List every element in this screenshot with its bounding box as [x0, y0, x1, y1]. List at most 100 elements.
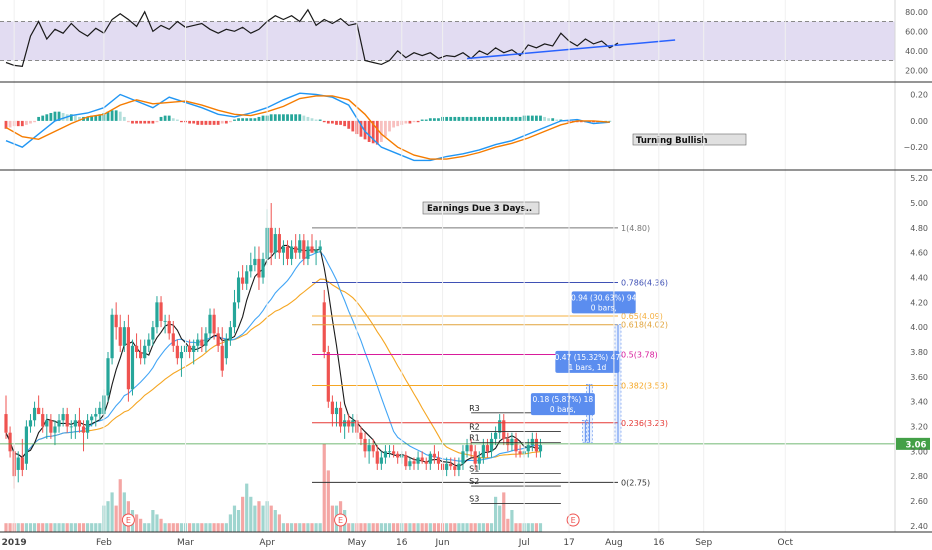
candle-body	[28, 420, 33, 427]
earnings-note-box[interactable]	[422, 201, 540, 215]
turning-bullish-box[interactable]	[632, 133, 747, 146]
candle-body	[506, 438, 510, 446]
candle-body	[298, 240, 302, 253]
candle-body	[196, 339, 200, 346]
macd-histogram-bar	[20, 120, 24, 127]
macd-panel[interactable]: 0.20 0.00 −0.20 Turning Bullish	[4, 91, 928, 162]
time-tick-label: Jul	[518, 538, 530, 548]
candle-body	[69, 426, 73, 428]
price-panel[interactable]: 1(4.80) 0.786(4.36) 0.65(4.09)0.618(4.02) 0…	[0, 201, 930, 532]
candle-body	[130, 345, 135, 390]
macd-histogram-bar	[551, 118, 555, 121]
last-price-label: 3.06	[906, 440, 927, 450]
rsi-panel[interactable]: 80.00 60.00 40.00 20.00	[0, 8, 928, 76]
candle-body	[371, 445, 375, 452]
candle-body	[167, 320, 171, 334]
earnings-marker[interactable]	[566, 513, 580, 527]
candle-body	[530, 438, 534, 446]
macd-histogram-bar	[547, 118, 551, 121]
macd-histogram-bar	[424, 119, 428, 121]
candle-body	[94, 414, 98, 417]
volume-bar	[359, 523, 363, 532]
volume-bar	[314, 523, 318, 532]
price-tick-label: 4.00	[910, 323, 928, 332]
volume-bar	[285, 523, 290, 532]
volume-bar	[159, 518, 163, 532]
candle-body	[290, 246, 294, 259]
volume-bar	[457, 523, 461, 532]
measure-box[interactable]	[530, 393, 595, 416]
price-tick-label: 4.20	[910, 298, 928, 307]
candle-body	[192, 345, 196, 352]
volume-bar	[298, 523, 302, 532]
earnings-marker[interactable]	[334, 513, 348, 527]
fib-level-label: 0(2.75)	[621, 478, 650, 487]
measure-label: 1 bars, 1d	[568, 363, 606, 372]
pivot-label: S2	[469, 477, 479, 486]
volume-bar	[175, 523, 179, 532]
candle-body	[204, 333, 208, 346]
volume-bar	[534, 523, 538, 532]
candle-body	[359, 432, 363, 439]
candle-body	[314, 250, 318, 253]
macd-histogram-bar	[428, 118, 432, 121]
candle-body	[432, 453, 436, 458]
volume-bar	[469, 523, 473, 532]
volume-bar	[351, 523, 355, 532]
measure-label: 0.94 (30.63%) 94	[571, 293, 637, 302]
candle-body	[188, 345, 192, 352]
volume-bar	[28, 523, 33, 532]
macd-histogram-bar	[375, 120, 379, 145]
volume-bar	[379, 523, 383, 532]
volume-bar	[396, 523, 400, 532]
macd-histogram-bar	[180, 120, 183, 123]
price-axes[interactable]: 5.20 5.00 4.80 4.60 4.40 4.20 4.00 3.80 3.60 3.40…	[0, 0, 932, 533]
volume-bar	[45, 523, 49, 532]
macd-histogram-bar	[192, 120, 196, 124]
macd-histogram-bar	[473, 116, 477, 121]
macd-histogram-bar	[204, 120, 208, 125]
time-axis[interactable]: 2019 Feb Mar Apr May 16 Jun Jul 17 Aug 16 Sep Oct	[2, 0, 794, 548]
volume-bar	[473, 523, 477, 532]
measure-box[interactable]	[571, 291, 636, 314]
volume-bar	[151, 510, 155, 532]
earnings-marker[interactable]	[121, 513, 135, 527]
moving-average-fast	[5, 244, 541, 467]
price-tick-label: 3.20	[910, 422, 928, 431]
volume-bar	[375, 523, 379, 532]
macd-histogram-bar	[273, 114, 277, 121]
macd-histogram-bar	[208, 120, 212, 125]
volume-bar	[290, 523, 294, 532]
volume-bar	[69, 523, 73, 532]
macd-histogram-bar	[143, 120, 147, 124]
macd-histogram-bar	[4, 120, 8, 129]
candle-body	[8, 432, 12, 452]
volume-bar	[367, 523, 371, 532]
candle-body	[461, 451, 465, 464]
macd-histogram-bar	[604, 120, 608, 122]
macd-histogram-bar	[518, 116, 522, 121]
macd-histogram-bar	[396, 120, 400, 127]
measure-box[interactable]	[555, 350, 620, 373]
macd-histogram-bar	[175, 119, 179, 121]
volume-bar	[465, 523, 469, 532]
candle-body	[147, 339, 151, 346]
volume-bar	[273, 510, 277, 532]
macd-histogram-bar	[253, 118, 257, 121]
macd-histogram-bar	[131, 120, 134, 124]
rsi-trendline[interactable]	[466, 39, 676, 60]
candle-body	[236, 277, 241, 303]
volume-bar	[167, 523, 171, 532]
price-tick-label: 4.80	[910, 224, 928, 233]
candle-body	[37, 407, 41, 415]
macd-histogram-bar	[555, 119, 559, 121]
macd-histogram-bar	[510, 116, 514, 121]
macd-histogram-bar	[412, 120, 416, 123]
candle-body	[175, 345, 179, 359]
macd-histogram-bar	[216, 120, 220, 125]
macd-histogram-bar	[461, 116, 465, 121]
rsi-tick-label: 20.00	[905, 66, 928, 75]
volume-bar	[49, 523, 53, 532]
macd-histogram-bar	[155, 120, 159, 123]
